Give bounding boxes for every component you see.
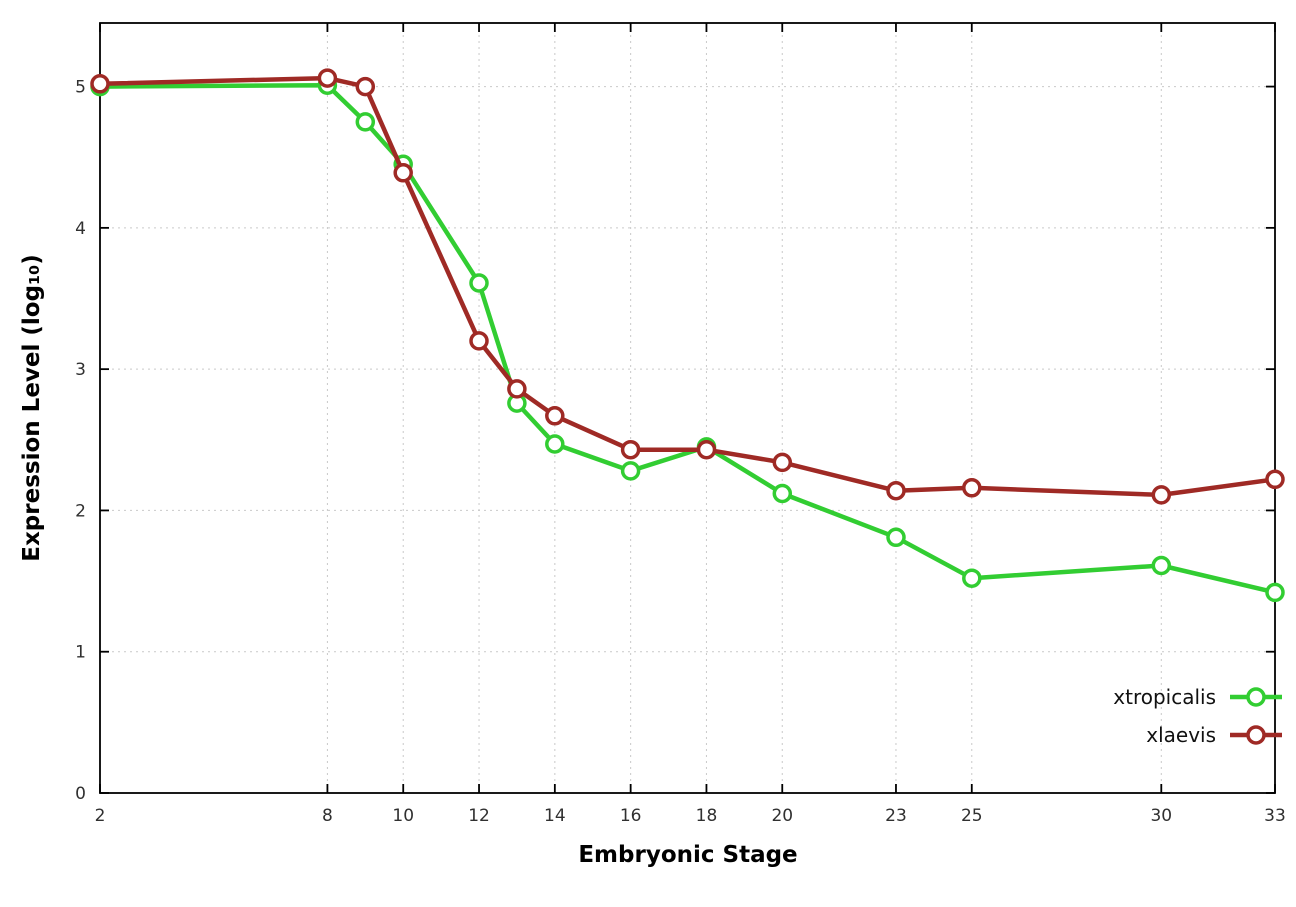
legend-label-xtropicalis: xtropicalis — [1113, 685, 1216, 709]
svg-text:4: 4 — [75, 219, 86, 239]
svg-text:25: 25 — [961, 806, 983, 826]
svg-text:2: 2 — [95, 806, 106, 826]
svg-text:16: 16 — [620, 806, 642, 826]
svg-text:30: 30 — [1150, 806, 1172, 826]
svg-text:2: 2 — [75, 501, 86, 521]
legend-label-xlaevis: xlaevis — [1146, 723, 1216, 747]
svg-text:20: 20 — [771, 806, 793, 826]
y-axis-label: Expression Level (log₁₀) — [19, 254, 45, 562]
svg-text:18: 18 — [696, 806, 718, 826]
legend-marker-xtropicalis — [1228, 684, 1284, 710]
legend-marker-xlaevis — [1228, 722, 1284, 748]
x-tick-labels: 2 8 10 12 14 16 18 20 23 25 30 33 — [95, 806, 1286, 826]
svg-text:0: 0 — [75, 784, 86, 804]
y-tick-labels: 0 1 2 3 4 5 — [75, 78, 86, 804]
svg-text:14: 14 — [544, 806, 566, 826]
x-axis-label: Embryonic Stage — [578, 842, 798, 868]
gridlines — [99, 23, 1276, 794]
svg-text:3: 3 — [75, 360, 86, 380]
tick-marks — [99, 23, 1276, 794]
legend: xtropicalis xlaevis — [1113, 682, 1284, 750]
svg-text:1: 1 — [75, 643, 86, 663]
legend-item-xtropicalis: xtropicalis — [1113, 682, 1284, 712]
svg-text:5: 5 — [75, 78, 86, 98]
legend-item-xlaevis: xlaevis — [1113, 720, 1284, 750]
svg-text:8: 8 — [322, 806, 333, 826]
svg-text:23: 23 — [885, 806, 907, 826]
svg-text:10: 10 — [392, 806, 414, 826]
plot-border — [99, 22, 1276, 794]
series-xtropicalis — [90, 75, 1285, 603]
svg-text:33: 33 — [1264, 806, 1286, 826]
series-xlaevis — [90, 68, 1285, 505]
svg-text:12: 12 — [468, 806, 490, 826]
